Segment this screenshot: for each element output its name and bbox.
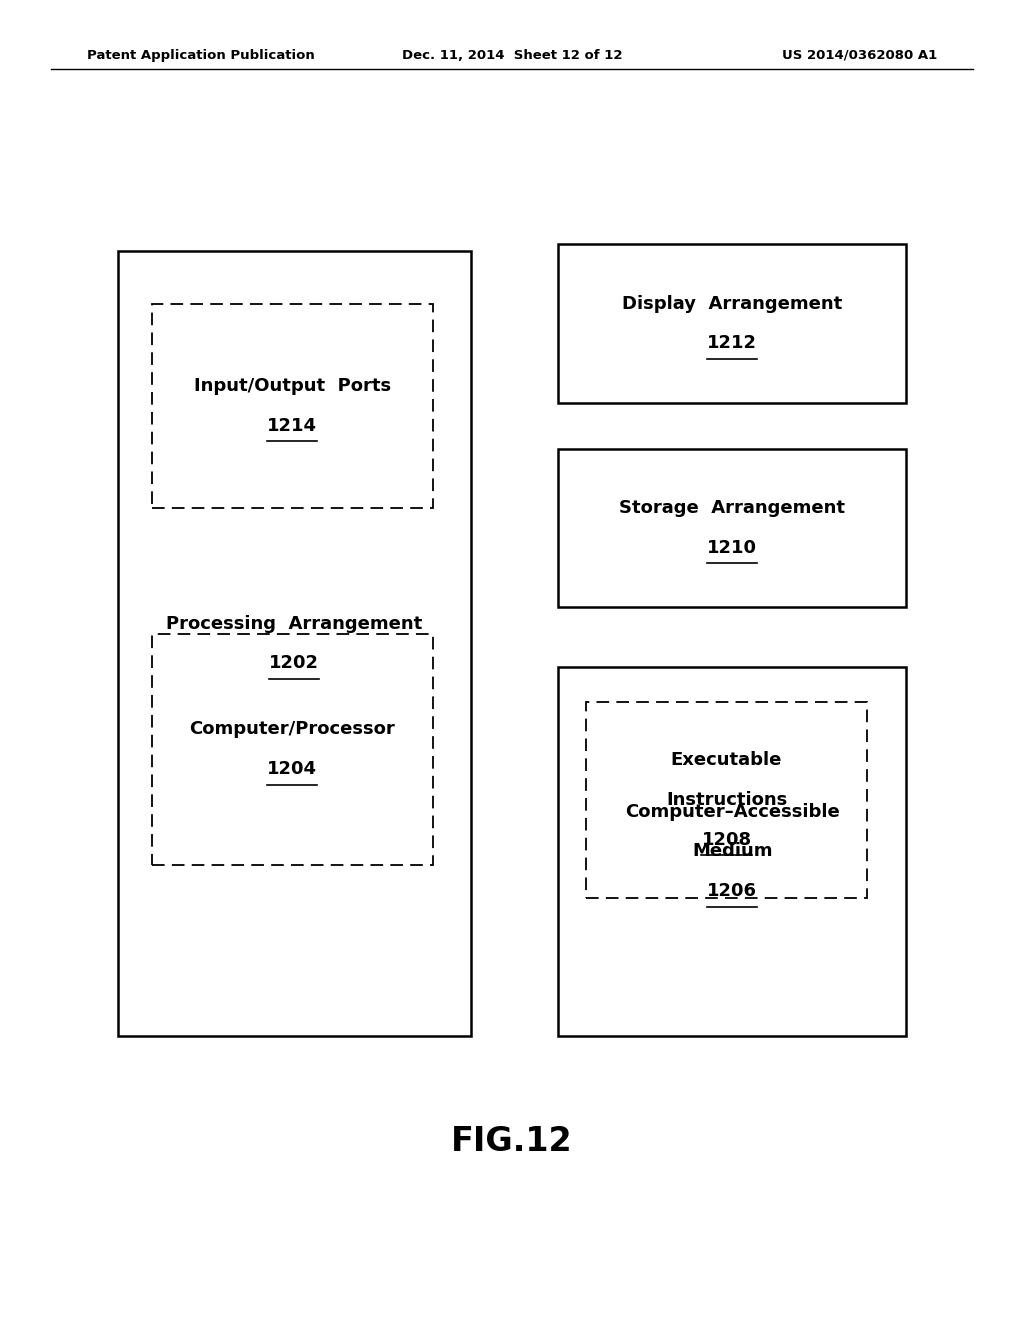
Text: Input/Output  Ports: Input/Output Ports xyxy=(194,378,391,395)
Point xyxy=(701,351,714,367)
Text: 1208: 1208 xyxy=(701,830,752,849)
Text: 1212: 1212 xyxy=(708,334,757,352)
Bar xyxy=(558,667,906,1036)
Bar xyxy=(586,702,867,898)
Point xyxy=(751,899,763,915)
Point xyxy=(751,556,763,572)
Point xyxy=(261,433,273,449)
Text: 1210: 1210 xyxy=(708,539,757,557)
Text: Instructions: Instructions xyxy=(666,791,787,809)
Text: 1204: 1204 xyxy=(267,760,317,777)
Text: Patent Application Publication: Patent Application Publication xyxy=(87,49,314,62)
Bar xyxy=(118,251,471,1036)
Bar xyxy=(558,244,906,403)
Text: Computer–Accessible: Computer–Accessible xyxy=(625,803,840,821)
Point xyxy=(751,351,763,367)
Point xyxy=(261,776,273,792)
Text: 1206: 1206 xyxy=(708,882,757,900)
Text: Storage  Arrangement: Storage Arrangement xyxy=(620,499,845,517)
Point xyxy=(695,847,708,863)
Text: FIG.12: FIG.12 xyxy=(452,1125,572,1159)
Text: Display  Arrangement: Display Arrangement xyxy=(622,294,843,313)
Text: Computer/Processor: Computer/Processor xyxy=(189,721,395,738)
Text: Dec. 11, 2014  Sheet 12 of 12: Dec. 11, 2014 Sheet 12 of 12 xyxy=(401,49,623,62)
Text: 1214: 1214 xyxy=(267,417,317,434)
Bar xyxy=(152,304,433,508)
Bar xyxy=(558,449,906,607)
Point xyxy=(701,556,714,572)
Point xyxy=(311,776,324,792)
Text: 1202: 1202 xyxy=(269,655,319,672)
Point xyxy=(701,899,714,915)
Point xyxy=(313,671,326,686)
Point xyxy=(745,847,758,863)
Bar xyxy=(152,634,433,865)
Point xyxy=(311,433,324,449)
Point xyxy=(263,671,275,686)
Text: Executable: Executable xyxy=(671,751,782,770)
Text: Medium: Medium xyxy=(692,842,772,861)
Text: Processing  Arrangement: Processing Arrangement xyxy=(166,615,423,632)
Text: US 2014/0362080 A1: US 2014/0362080 A1 xyxy=(781,49,937,62)
